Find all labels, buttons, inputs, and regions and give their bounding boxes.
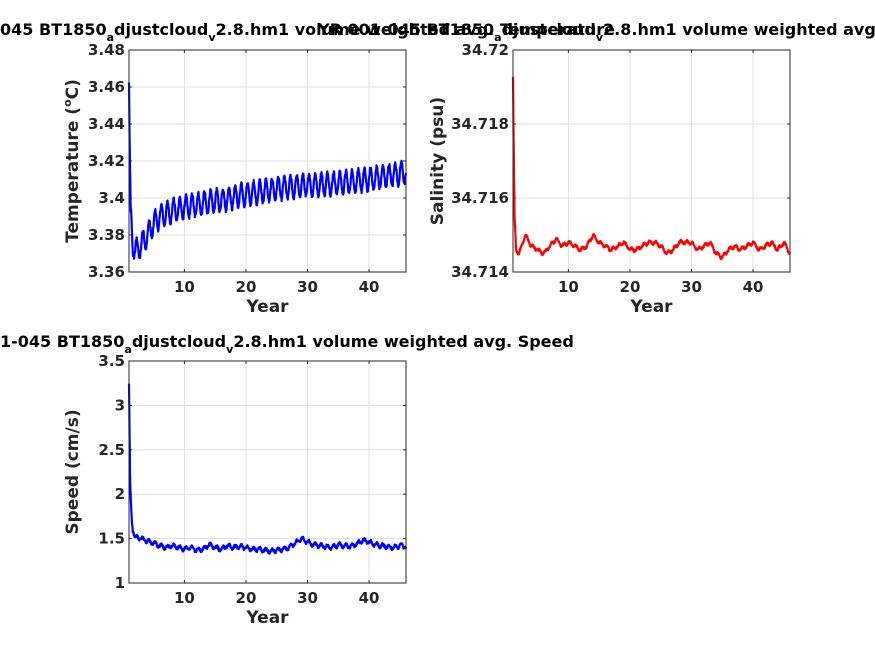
y-tick-label: 2.5 [98, 441, 125, 459]
x-tick-label: 30 [297, 589, 318, 607]
plot-area [513, 50, 790, 272]
axes-frame [128, 49, 407, 273]
y-tick-label: 34.714 [451, 263, 509, 281]
axes-frame [128, 360, 407, 584]
series-line [127, 383, 408, 555]
y-tick-label: 3.36 [88, 263, 125, 281]
x-tick-label: 30 [297, 278, 318, 296]
y-tick-label: 3.5 [98, 352, 125, 370]
y-tick-label: 3.46 [88, 78, 125, 96]
x-tick-label: 10 [174, 278, 195, 296]
chart-title: YR 001-045 BT1850adjustcloudv2.8.hm1 vol… [317, 20, 875, 44]
x-tick-label: 20 [236, 278, 257, 296]
y-tick-label: 3 [115, 396, 125, 414]
chart-3: 10 20 30 40 1 1.5 2 2.5 3 3.5 Year Speed (cm/s) 1-04… [0, 332, 574, 628]
y-axis-label: Temperature (oC) [61, 79, 83, 243]
x-tick-label: 30 [681, 278, 702, 296]
y-tick-label: 3.42 [88, 152, 125, 170]
y-tick-label: 3.44 [88, 115, 125, 133]
x-tick-label: 10 [174, 589, 195, 607]
y-tick-label: 3.4 [98, 189, 125, 207]
y-tick-label: 1 [115, 574, 125, 592]
axes-frame [512, 49, 791, 273]
y-axis-label: Salinity (psu) [428, 97, 448, 225]
chart-1: 10 20 30 40 3.36 3.38 3.4 3.42 3.44 3.46 3.48 Year T… [0, 20, 615, 317]
y-tick-label: 2 [115, 485, 125, 503]
y-tick-label: 34.72 [462, 41, 509, 59]
series-line [127, 82, 408, 260]
series-line [511, 76, 791, 261]
x-tick-label: 20 [236, 589, 257, 607]
x-axis-label: Year [629, 297, 673, 317]
y-tick-label: 34.718 [451, 115, 509, 133]
x-axis-label: Year [245, 297, 289, 317]
x-tick-label: 40 [743, 278, 764, 296]
x-tick-label: 10 [558, 278, 579, 296]
chart-2: 10 20 30 40 34.714 34.716 34.718 34.72 Year Salin… [317, 20, 875, 317]
x-axis-label: Year [245, 608, 289, 628]
chart-title: 045 BT1850adjustcloudv2.8.hm1 volume wei… [0, 20, 615, 44]
x-tick-label: 20 [620, 278, 641, 296]
y-tick-label: 3.48 [88, 41, 125, 59]
y-axis-label: Speed (cm/s) [63, 409, 83, 534]
y-tick-label: 3.38 [88, 226, 125, 244]
y-tick-label: 1.5 [98, 530, 125, 548]
y-tick-label: 34.716 [451, 189, 509, 207]
x-tick-label: 40 [359, 278, 380, 296]
chart-title: 1-045 BT1850adjustcloudv2.8.hm1 volume w… [0, 332, 574, 356]
x-tick-label: 40 [359, 589, 380, 607]
